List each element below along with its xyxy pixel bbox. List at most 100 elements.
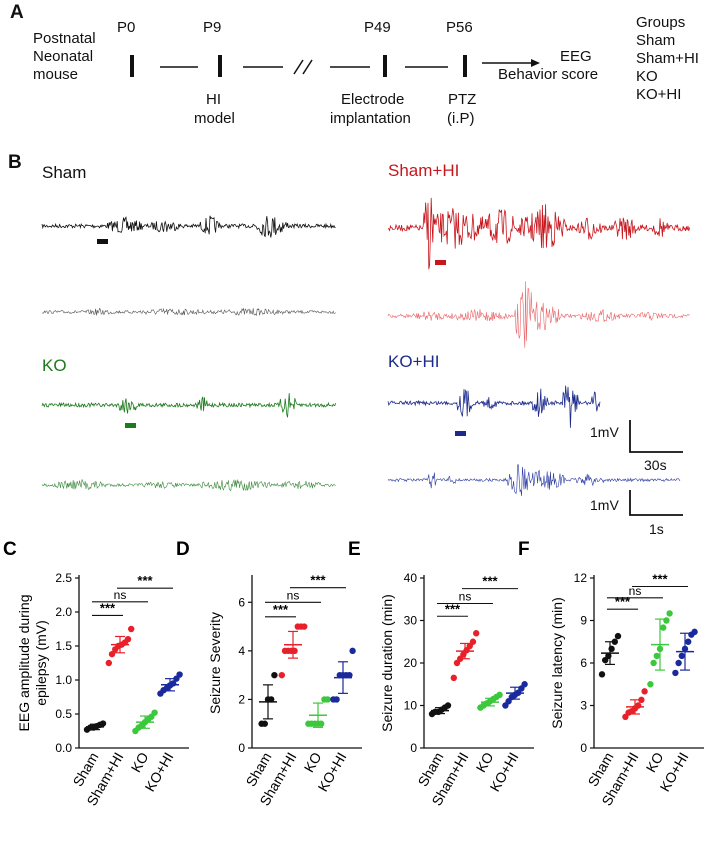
data-point xyxy=(268,696,275,703)
data-point xyxy=(672,669,679,677)
y-tick-label: 2.5 xyxy=(55,571,72,585)
data-point xyxy=(598,671,606,678)
data-point xyxy=(638,696,645,704)
y-tick-label: 1.0 xyxy=(55,673,72,687)
stage-event-p49-line-1: Electrode xyxy=(341,91,405,108)
y-tick-label: 0 xyxy=(238,741,245,755)
data-point xyxy=(301,623,308,630)
y-axis-label: epilepsy (mV) xyxy=(33,620,49,706)
significance-label: *** xyxy=(652,572,668,587)
stage-event-p9-line-1: HI xyxy=(206,91,221,108)
eeg-trace-ko-zoom xyxy=(41,479,336,492)
group-item-ko: KO xyxy=(636,68,658,85)
summary-charts: C 0.0 0.5 1.0 1.5 2.0 2.5 EEG amplitude during e… xyxy=(3,539,704,808)
data-point xyxy=(660,624,667,631)
data-point xyxy=(663,617,670,624)
trace-label-ko: KO xyxy=(42,356,67,375)
stage-event-p56-line-2: (i.P) xyxy=(447,110,475,127)
y-tick-label: 4 xyxy=(238,644,245,658)
timeline-tick-p9 xyxy=(218,55,222,77)
data-point xyxy=(271,671,278,679)
eeg-trace-sham-hi-long xyxy=(387,197,690,270)
y-axis-label: Seizure Severity xyxy=(207,612,223,714)
group-item-sham-hi: Sham+HI xyxy=(636,50,699,67)
subject-label-line-3: mouse xyxy=(33,66,79,83)
data-point xyxy=(473,630,480,637)
panel-b-letter: B xyxy=(8,152,22,173)
eeg-trace-sham-long xyxy=(41,215,336,238)
significance-label: ns xyxy=(459,590,472,604)
stage-event-p9-line-2: model xyxy=(194,110,235,127)
panel-letter-e: E xyxy=(348,539,361,560)
y-tick-label: 0 xyxy=(580,741,587,755)
y-tick-label: 20 xyxy=(404,656,418,670)
data-point xyxy=(678,652,685,660)
data-point xyxy=(691,628,698,636)
y-tick-label: 10 xyxy=(404,699,418,713)
y-axis-label: Seizure latency (min) xyxy=(549,597,565,729)
eeg-trace-ko-hi-long xyxy=(387,385,601,428)
data-point xyxy=(99,720,107,727)
y-tick-label: 30 xyxy=(404,614,418,628)
trace-label-sham: Sham xyxy=(42,163,87,182)
stage-event-p49-line-2: implantation xyxy=(330,110,411,127)
significance-label: ns xyxy=(114,588,127,602)
seizure-marker-sham xyxy=(97,239,108,244)
eeg-trace-sham-zoom xyxy=(41,307,336,317)
data-point xyxy=(608,645,615,653)
data-point xyxy=(105,659,113,667)
y-tick-label: 9 xyxy=(580,614,587,628)
scalebar-short-lines xyxy=(629,490,683,516)
scalebar-long-time: 30s xyxy=(644,457,667,473)
chart-panel-c: C 0.0 0.5 1.0 1.5 2.0 2.5 EEG amplitude during e… xyxy=(3,539,189,808)
significance-label: *** xyxy=(482,574,498,589)
significance-label: *** xyxy=(445,601,461,616)
group-item-sham: Sham xyxy=(636,32,676,49)
eeg-trace-sham-hi-zoom xyxy=(387,281,690,348)
data-point xyxy=(496,691,503,699)
y-tick-label: 0.0 xyxy=(55,741,72,755)
outcome-arrowhead xyxy=(531,59,540,67)
significance-label: ns xyxy=(287,588,300,602)
significance-label: *** xyxy=(310,573,326,588)
seizure-marker-sham-hi xyxy=(435,260,446,265)
significance-label: *** xyxy=(100,600,116,615)
data-point xyxy=(124,636,132,643)
scalebar-long-lines xyxy=(629,420,683,453)
data-point xyxy=(469,638,477,645)
y-axis-label: EEG amplitude during xyxy=(16,595,32,732)
trace-label-ko-hi: KO+HI xyxy=(388,352,440,371)
scalebar-short-amplitude: 1mV xyxy=(590,497,619,513)
data-point xyxy=(151,709,158,716)
data-point xyxy=(635,702,642,709)
y-axis-label: Seizure duration (min) xyxy=(379,594,395,732)
data-point xyxy=(349,647,356,655)
scalebar-long-amplitude: 1mV xyxy=(590,424,619,440)
y-tick-label: 2.0 xyxy=(55,605,72,619)
y-tick-label: 40 xyxy=(404,571,418,585)
category-label: KO xyxy=(128,749,152,775)
outcome-line-1: EEG xyxy=(560,48,592,65)
data-point xyxy=(318,720,325,727)
y-tick-label: 12 xyxy=(574,571,588,585)
timeline-break-mark xyxy=(293,59,304,75)
data-point xyxy=(521,681,528,688)
y-tick-label: 1.5 xyxy=(55,639,72,653)
timeline-break-mark xyxy=(302,59,313,75)
subject-label-line-2: Neonatal xyxy=(33,48,94,65)
y-tick-label: 0.5 xyxy=(55,707,72,721)
panel-letter-d: D xyxy=(176,539,190,560)
timeline-tick-p0 xyxy=(130,55,134,77)
data-point xyxy=(278,671,285,679)
category-label: KO xyxy=(643,749,667,775)
group-item-ko-hi: KO+HI xyxy=(636,86,682,103)
trace-label-sham-hi: Sham+HI xyxy=(388,161,460,180)
seizure-marker-ko xyxy=(125,423,136,428)
outcome-line-2: Behavior score xyxy=(498,66,599,83)
timeline-tick-p56 xyxy=(463,55,467,77)
panel-letter-c: C xyxy=(3,539,17,560)
data-point xyxy=(641,688,648,695)
y-tick-label: 2 xyxy=(238,692,245,706)
